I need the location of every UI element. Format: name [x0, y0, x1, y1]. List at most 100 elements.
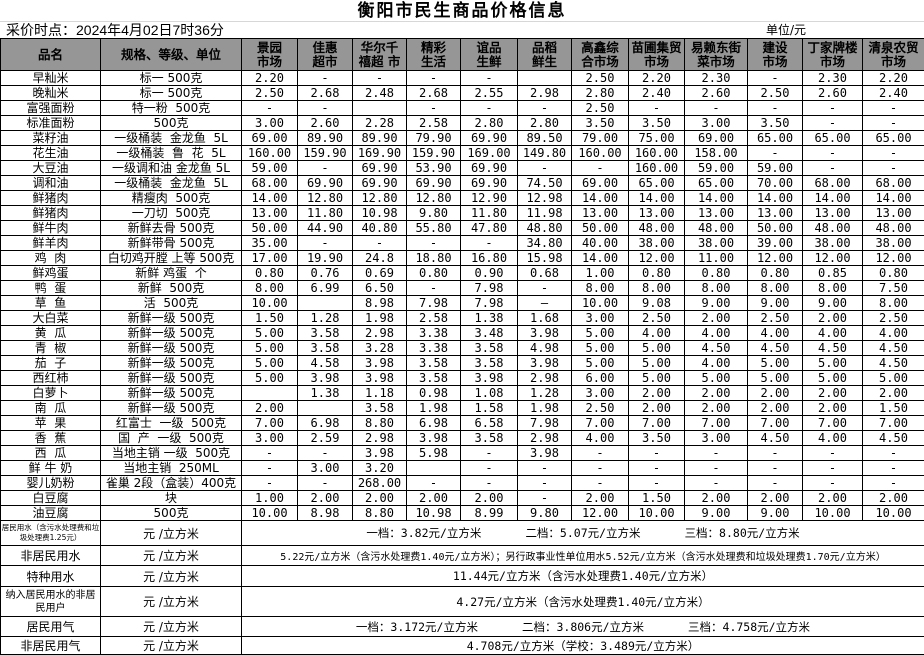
column-header-label: 华尔千 禧超 市	[359, 40, 401, 69]
price-cell: 3.48	[461, 326, 518, 341]
price-cell: 3.58	[461, 356, 518, 371]
price-cell: 69.90	[353, 176, 407, 191]
price-cell: 13.00	[863, 206, 924, 221]
price-cell: 2.00	[629, 386, 685, 401]
price-cell: 12.90	[461, 191, 518, 206]
price-cell: 12.00	[863, 251, 924, 266]
price-cell: 13.00	[748, 206, 803, 221]
price-cell: 11.98	[518, 206, 572, 221]
price-cell: 8.00	[685, 281, 748, 296]
price-cell: -	[298, 446, 353, 461]
price-cell: 12.00	[572, 506, 629, 521]
price-cell: -	[298, 71, 353, 86]
price-cell: -	[629, 101, 685, 116]
price-cell: 4.00	[685, 326, 748, 341]
price-cell: 160.00	[572, 146, 629, 161]
price-cell: -	[242, 446, 298, 461]
price-tier: 一档：3.172元/立方米	[356, 619, 478, 635]
product-spec: 新鲜 500克	[101, 281, 242, 296]
price-cell: 8.00	[803, 281, 863, 296]
price-tier: 一档：3.82元/立方米	[366, 525, 481, 541]
utility-price: 4.708元/立方米（学校：3.489元/立方米）	[242, 637, 924, 655]
price-cell: 38.00	[863, 236, 924, 251]
price-cell: -	[407, 236, 461, 251]
price-cell: 4.00	[748, 326, 803, 341]
column-header: 品名	[1, 39, 101, 71]
price-cell: 1.00	[572, 266, 629, 281]
price-cell: 1.58	[461, 401, 518, 416]
column-header-label: 品稻 鲜生	[532, 40, 557, 69]
price-cell: 7.98	[518, 416, 572, 431]
utility-unit: 元 /立方米	[101, 521, 242, 546]
price-cell: 9.08	[629, 296, 685, 311]
price-cell: 3.58	[461, 431, 518, 446]
price-cell: -	[685, 476, 748, 491]
price-cell: 3.50	[629, 431, 685, 446]
price-cell: -	[748, 71, 803, 86]
price-cell: 13.00	[629, 206, 685, 221]
product-name: 白豆腐	[1, 491, 101, 506]
price-cell: -	[863, 476, 924, 491]
price-cell: 40.00	[572, 236, 629, 251]
price-cell: 48.00	[863, 221, 924, 236]
price-cell: 2.50	[748, 86, 803, 101]
price-cell: 1.98	[407, 401, 461, 416]
product-spec: 新鲜一级 500克	[101, 311, 242, 326]
price-cell: 1.68	[518, 311, 572, 326]
price-cell: 8.98	[298, 506, 353, 521]
table-row: 富强面粉特一粉 500克-----2.50-----	[1, 101, 924, 116]
price-cell: -	[629, 476, 685, 491]
price-cell: 3.58	[407, 356, 461, 371]
utility-row: 居民用气元 /立方米一档：3.172元/立方米二档：3.806元/立方米三档：4…	[1, 617, 924, 637]
price-cell: 7.00	[748, 416, 803, 431]
price-cell: -	[518, 491, 572, 506]
price-cell: 2.50	[242, 86, 298, 101]
price-cell: 2.58	[407, 311, 461, 326]
column-header: 高鑫综 合市场	[572, 39, 629, 71]
price-cell: 1.00	[242, 491, 298, 506]
price-cell: 12.00	[803, 251, 863, 266]
price-cell: 0.76	[298, 266, 353, 281]
price-cell: -	[748, 461, 803, 476]
price-cell: 14.00	[572, 191, 629, 206]
utility-price: 11.44元/立方米（含污水处理费1.40元/立方米）	[242, 566, 924, 587]
utility-row: 居民用水（含污水处理费和垃圾处理费1.25元）元 /立方米一档：3.82元/立方…	[1, 521, 924, 546]
price-cell: 2.00	[685, 491, 748, 506]
price-cell: 10.00	[629, 506, 685, 521]
price-cell: 8.98	[353, 296, 407, 311]
price-cell: 5.00	[572, 356, 629, 371]
price-cell: 8.00	[242, 281, 298, 296]
price-cell: 8.00	[629, 281, 685, 296]
price-cell: -	[572, 161, 629, 176]
utility-price: 5.22元/立方米（含污水处理费1.40元/立方米）；另行政事业性单位用水5.5…	[242, 546, 924, 566]
price-cell: 10.00	[572, 296, 629, 311]
price-cell: 3.98	[298, 371, 353, 386]
price-cell: 14.00	[572, 251, 629, 266]
column-header: 景园 市场	[242, 39, 298, 71]
column-header-label: 易赖东街 菜市场	[691, 40, 741, 69]
price-cell: 5.00	[242, 356, 298, 371]
price-cell: 2.50	[572, 101, 629, 116]
product-spec: 一刀切 500克	[101, 206, 242, 221]
price-cell: 38.00	[803, 236, 863, 251]
price-cell: 12.80	[407, 191, 461, 206]
product-spec: 新鲜一级 500克	[101, 386, 242, 401]
price-cell: -	[803, 161, 863, 176]
price-cell: 8.00	[572, 281, 629, 296]
price-cell: -	[629, 461, 685, 476]
product-name: 调和油	[1, 176, 101, 191]
price-cell: 89.90	[353, 131, 407, 146]
price-cell: 2.00	[685, 311, 748, 326]
product-spec: 特一粉 500克	[101, 101, 242, 116]
price-cell: 5.00	[803, 356, 863, 371]
price-cell: 160.00	[629, 146, 685, 161]
price-cell: 5.00	[242, 371, 298, 386]
utility-unit: 元 /立方米	[101, 566, 242, 587]
price-cell: 4.00	[803, 431, 863, 446]
